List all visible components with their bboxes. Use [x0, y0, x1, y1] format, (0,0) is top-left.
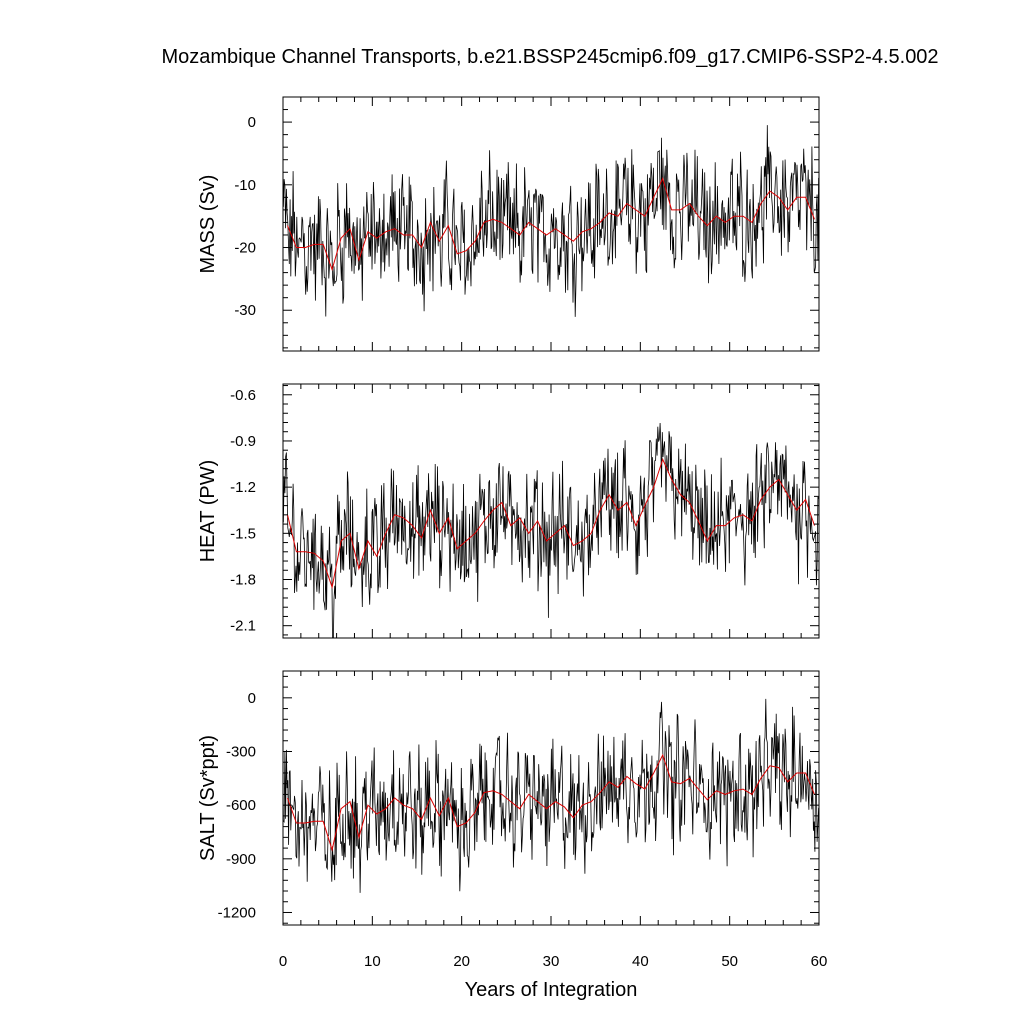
x-tick-label: 0: [279, 953, 287, 970]
x-tick-label: 10: [364, 953, 381, 970]
y-tick-label: -0.6: [230, 387, 256, 404]
y-tick-label: 0: [248, 114, 256, 131]
y-tick-label: -600: [226, 797, 256, 814]
x-tick-label: 40: [632, 953, 649, 970]
y-tick-label: -300: [226, 743, 256, 760]
annual-mean-line: [287, 753, 815, 852]
x-axis: Years of Integration 0 10 20 30 40 50 60: [279, 953, 828, 1001]
panel-2: -0.6 -0.9 -1.2 -1.5 -1.8 -2.1 HEAT (PW): [197, 383, 820, 639]
y-tick-label: -1.8: [230, 572, 256, 589]
x-tick-label: 60: [811, 953, 828, 970]
monthly-series-line: [283, 698, 819, 893]
y-tick-label: -20: [234, 240, 256, 257]
y-tick-label: -900: [226, 851, 256, 868]
x-tick-label: 20: [453, 953, 470, 970]
y-tick-label: 0: [248, 690, 256, 707]
x-tick-label: 50: [721, 953, 738, 970]
panel-1: 0 -10 -20 -30 MASS (Sv): [197, 96, 820, 352]
annual-mean-line: [287, 177, 815, 272]
y-tick-label: -1200: [218, 904, 256, 921]
chart-title: Mozambique Channel Transports, b.e21.BSS…: [161, 46, 939, 68]
y-tick-label: -1.5: [230, 525, 256, 542]
y-axis-title: HEAT (PW): [197, 460, 219, 563]
y-tick-label: -30: [234, 302, 256, 319]
x-tick-label: 30: [543, 953, 560, 970]
monthly-series-line: [283, 422, 819, 638]
y-tick-label: -10: [234, 177, 256, 194]
panel-3: 0 -300 -600 -900 -1200 SALT (Sv*ppt): [197, 670, 820, 926]
y-tick-label: -1.2: [230, 479, 256, 496]
monthly-series-line: [283, 125, 819, 317]
annual-mean-line: [287, 458, 815, 590]
x-axis-title: Years of Integration: [465, 979, 638, 1001]
y-tick-label: -0.9: [230, 433, 256, 450]
y-axis-title: MASS (Sv): [197, 175, 219, 274]
y-axis-title: SALT (Sv*ppt): [197, 735, 219, 861]
y-tick-label: -2.1: [230, 618, 256, 635]
